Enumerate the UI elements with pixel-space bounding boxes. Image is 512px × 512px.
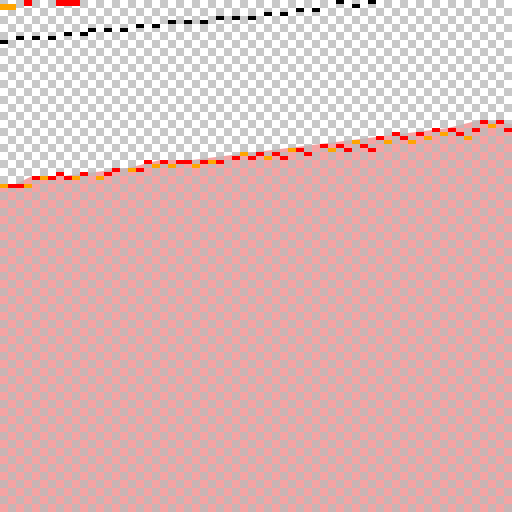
edge-pixel [112, 168, 120, 172]
edge-pixel [32, 176, 40, 180]
edge-pixel [24, 184, 32, 188]
edge-pixel [216, 160, 224, 164]
dash-pixel [200, 20, 208, 24]
dash-pixel [352, 4, 360, 8]
top-mark-pixel [72, 0, 80, 6]
top-mark-pixel [64, 0, 72, 6]
dash-pixel [168, 20, 176, 24]
edge-pixel [56, 172, 64, 176]
dash-pixel [136, 24, 144, 28]
edge-pixel [72, 176, 80, 180]
edge-pixel [16, 184, 24, 188]
edge-pixel [368, 148, 376, 152]
dash-pixel [16, 36, 24, 40]
edge-pixel [344, 148, 352, 152]
edge-pixel [336, 144, 344, 148]
edge-pixel [64, 176, 72, 180]
edge-pixel [424, 136, 432, 140]
edge-pixel [280, 156, 288, 160]
dash-pixel [264, 12, 272, 16]
edge-pixel [264, 156, 272, 160]
edge-pixel [392, 132, 400, 136]
edge-pixel [200, 160, 208, 164]
dash-pixel [0, 40, 8, 44]
edge-pixel [384, 140, 392, 144]
edge-pixel [360, 144, 368, 148]
edge-pixel [104, 172, 112, 176]
edge-pixel [128, 168, 136, 172]
edge-pixel [504, 128, 512, 132]
edge-pixel [416, 132, 424, 136]
dash-pixel [152, 24, 160, 28]
edge-pixel [272, 152, 280, 156]
edge-pixel [376, 136, 384, 140]
edge-pixel [8, 184, 16, 188]
dash-pixel [248, 16, 256, 20]
dash-pixel [88, 28, 96, 32]
dash-pixel [184, 20, 192, 24]
edge-pixel [456, 132, 464, 136]
dash-pixel [312, 8, 320, 12]
edge-pixel [304, 152, 312, 156]
dash-pixel [296, 8, 304, 12]
dash-pixel [64, 32, 72, 36]
filled-selection-region [0, 120, 512, 512]
edge-pixel [440, 132, 448, 136]
edge-pixel [432, 128, 440, 132]
edge-pixel [328, 148, 336, 152]
edge-pixel [176, 160, 184, 164]
edge-pixel [208, 160, 216, 164]
edge-pixel [496, 120, 504, 124]
top-mark-pixel [56, 0, 64, 6]
dash-pixel [104, 28, 112, 32]
edge-pixel [192, 164, 200, 168]
edge-pixel [160, 160, 168, 164]
dash-pixel [32, 36, 40, 40]
edge-stroke-pixels [0, 120, 512, 188]
edge-pixel [448, 128, 456, 132]
edge-pixel [0, 184, 8, 188]
dash-pixel [48, 36, 56, 40]
top-left-marks [0, 0, 80, 10]
edge-pixel [352, 140, 360, 144]
edge-pixel [320, 144, 328, 148]
edge-pixel [136, 168, 144, 172]
edge-pixel [232, 156, 240, 160]
edge-pixel [40, 176, 48, 180]
edge-pixel [400, 136, 408, 140]
edge-pixel [80, 172, 88, 176]
edge-pixel [480, 120, 488, 124]
edge-pixel [96, 176, 104, 180]
dash-pixel [120, 28, 128, 32]
edge-pixel [296, 148, 304, 152]
edge-pixel [408, 140, 416, 144]
edge-pixel [472, 128, 480, 132]
dash-pixel [336, 0, 344, 4]
edge-pixel [184, 160, 192, 164]
dash-pixel [280, 12, 288, 16]
dash-pixel [232, 16, 240, 20]
edge-pixel [288, 148, 296, 152]
edge-pixel [168, 164, 176, 168]
dash-pixel [368, 0, 376, 4]
edge-pixel [256, 152, 264, 156]
dash-pixel [216, 16, 224, 20]
edge-pixel [144, 160, 152, 164]
top-mark-pixel [8, 4, 16, 10]
top-mark-pixel [0, 4, 8, 10]
edge-pixel [240, 152, 248, 156]
edge-pixel [48, 176, 56, 180]
dashed-line-pixels [0, 0, 376, 44]
edge-pixel [152, 164, 160, 168]
edge-pixel [248, 156, 256, 160]
edge-pixel [488, 124, 496, 128]
dash-pixel [80, 32, 88, 36]
edge-pixel [464, 136, 472, 140]
top-mark-pixel [24, 0, 32, 6]
